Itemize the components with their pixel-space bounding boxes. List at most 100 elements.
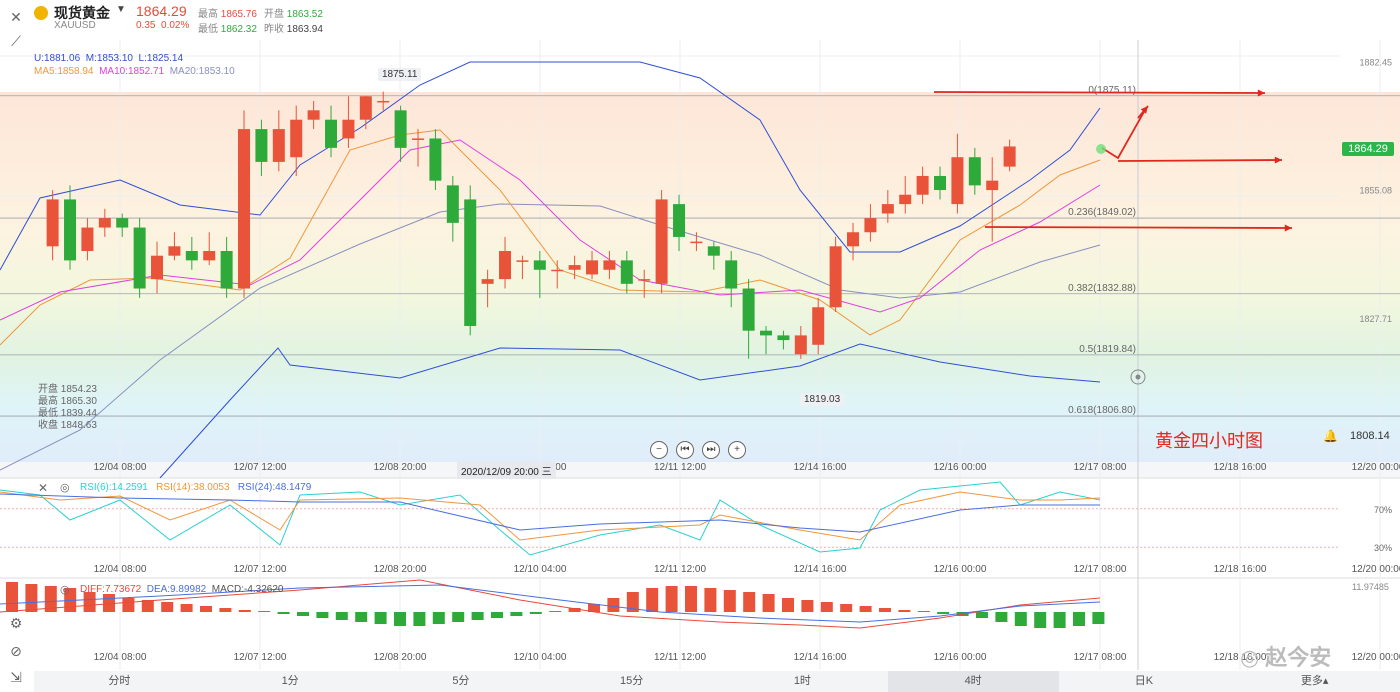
bell-icon[interactable]: 🔔 (1323, 429, 1338, 443)
candle (533, 251, 546, 298)
candle-body (829, 246, 842, 308)
x-tick-label: 12/10 04:00 (514, 652, 567, 663)
fib-label: 0.382(1832.88) (1068, 283, 1136, 294)
y-tick-label: 1827.71 (1359, 314, 1392, 324)
candle (116, 213, 129, 237)
candle (934, 166, 947, 200)
candle (168, 232, 181, 261)
instrument-name[interactable]: 现货黄金 (54, 5, 110, 21)
candle-body (777, 335, 790, 341)
tab-day[interactable]: 日K (1134, 675, 1154, 687)
watermark-logo: ◎ 赵今安 (1240, 645, 1332, 670)
x-tick-label: 12/18 16:00 (1214, 564, 1267, 575)
tab-1min[interactable]: 1分 (281, 675, 299, 687)
macd-bar (1092, 612, 1105, 624)
macd-bar (1034, 612, 1047, 628)
candle-body (446, 185, 459, 223)
x-tick-label: 12/11 12:00 (654, 462, 707, 473)
macd-bar (44, 586, 57, 612)
x-tick-label: 12/07 12:00 (234, 652, 287, 663)
x-tick-label: 12/04 08:00 (94, 462, 147, 473)
macd-bar (529, 612, 542, 614)
expand-icon[interactable]: ⇲ (10, 668, 22, 685)
candle-body (342, 119, 355, 139)
tab-15min[interactable]: 15分 (620, 675, 644, 687)
candle (690, 232, 703, 251)
candle (968, 147, 981, 195)
fib-label: 0.618(1806.80) (1068, 405, 1136, 416)
macd-bar (219, 608, 232, 612)
settings-icon[interactable]: ⚙ (9, 614, 23, 631)
candle (881, 190, 894, 223)
macd-bar (704, 588, 717, 612)
macd-bar (646, 588, 659, 612)
scroll-start-button[interactable]: ⏮ (676, 441, 694, 459)
macd-bar (685, 586, 697, 612)
candle (568, 255, 581, 280)
zoom-in-button[interactable]: + (728, 441, 746, 459)
candle-body (116, 218, 129, 228)
compass-icon[interactable]: ⊘ (10, 642, 22, 659)
close-icon[interactable]: ✕ (10, 8, 22, 25)
candle (64, 185, 77, 270)
tab-5min[interactable]: 5分 (452, 675, 470, 687)
candle (777, 330, 790, 350)
candle-body (464, 199, 477, 327)
annotation-arrow-head (1257, 89, 1265, 97)
fib-label: 0.5(1819.84) (1079, 344, 1136, 355)
candle (81, 218, 94, 261)
candle-body (429, 138, 442, 181)
x-tick-label: 12/11 12:00 (654, 564, 707, 575)
candle-body (377, 100, 390, 103)
x-tick-label: 12/04 08:00 (94, 652, 147, 663)
candle (412, 129, 425, 167)
candle-body (951, 157, 964, 205)
tab-4hour[interactable]: 4时 (887, 671, 1059, 692)
rsi6-line (0, 481, 1101, 556)
candle (829, 236, 842, 312)
x-tick-label: 12/16 00:00 (934, 564, 987, 575)
annotation-arrow (984, 226, 1293, 229)
candle-body (794, 335, 807, 355)
macd-bar (937, 612, 950, 614)
candle-body (603, 260, 616, 270)
candle-body (551, 269, 564, 272)
candle (429, 129, 442, 191)
candle-body (151, 255, 164, 280)
eye-macd-icon[interactable]: ◎ (60, 584, 70, 596)
tab-more[interactable]: 更多▴ (1300, 675, 1329, 687)
zoom-out-button[interactable]: − (650, 441, 668, 459)
macd-bar (161, 602, 174, 612)
tab-time-share[interactable]: 分时 (108, 675, 131, 687)
macd-top-value: 11.97485 (1352, 582, 1389, 592)
eye-rsi-icon[interactable]: ◎ (60, 482, 70, 494)
candle (255, 119, 268, 176)
x-tick-label: 12/18 16:00 (1214, 462, 1267, 473)
candle (638, 269, 651, 298)
macd-bar (491, 612, 503, 618)
close-rsi-icon[interactable]: ✕ (38, 481, 49, 495)
candle-body (968, 157, 981, 186)
candle (916, 166, 929, 205)
macd-bar (141, 600, 154, 612)
tab-1hour[interactable]: 1时 (793, 675, 811, 687)
candle-body (638, 279, 651, 281)
macd-bar (25, 584, 38, 612)
candle (359, 95, 372, 130)
candle-body (655, 199, 668, 284)
draw-line-icon[interactable]: ⟋ (11, 32, 21, 49)
x-tick-label: 12/07 12:00 (234, 462, 287, 473)
candle (290, 105, 303, 176)
price-change: 0.35 0.02% (136, 20, 190, 31)
candle (307, 100, 320, 130)
scroll-end-button[interactable]: ⏭ (702, 441, 720, 459)
candle-body (81, 227, 94, 251)
candle (899, 175, 912, 214)
macd-bar (335, 612, 348, 620)
annotation-arrow (933, 91, 1266, 94)
chevron-down-icon[interactable]: ▼ (116, 4, 126, 15)
candle (1003, 139, 1016, 172)
macd-bar (665, 586, 678, 612)
x-tick-label: 12/20 00:00 (1352, 462, 1400, 473)
